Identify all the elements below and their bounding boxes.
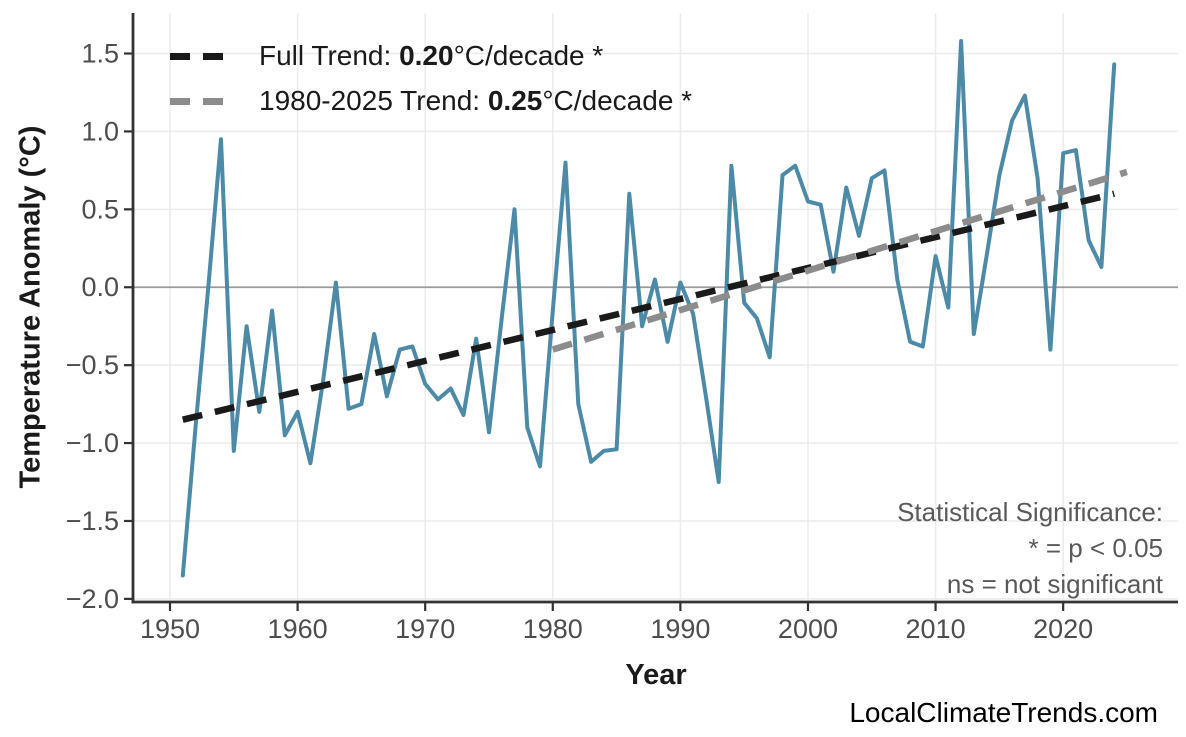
y-tick-label--2: −2.0 <box>66 584 119 614</box>
x-axis-title: Year <box>625 659 687 691</box>
significance-title: Statistical Significance: <box>897 497 1163 527</box>
full-trend-line <box>181 190 1115 423</box>
y-tick-label-0: 0.0 <box>81 272 119 302</box>
x-tick-label-1990: 1990 <box>650 614 710 644</box>
x-tick-label-2010: 2010 <box>906 614 966 644</box>
x-tick-label-1970: 1970 <box>395 614 455 644</box>
trend-value: 0.20 <box>399 40 454 71</box>
significance-line-p: * = p < 0.05 <box>1028 533 1163 563</box>
x-tick-label-1950: 1950 <box>140 614 200 644</box>
significance-note: Statistical Significance: * = p < 0.05 n… <box>897 494 1163 602</box>
y-tick-label--0.5: −0.5 <box>66 350 119 380</box>
legend-text: Full Trend: <box>259 40 400 71</box>
anomaly-line <box>180 39 1117 578</box>
x-tick-label-2020: 2020 <box>1033 614 1093 644</box>
trend-1980-2025-key-line <box>170 97 236 105</box>
full-trend-key-line <box>170 52 236 60</box>
legend-text: °C/decade * <box>453 40 604 71</box>
y-tick-label-1: 1.0 <box>81 116 119 146</box>
legend-text: °C/decade * <box>542 85 693 116</box>
y-tick-label--1.5: −1.5 <box>66 506 119 536</box>
y-axis-title: Temperature Anomaly (°C) <box>14 125 47 489</box>
legend-item-full-trend: Full Trend: 0.20°C/decade * <box>170 40 692 72</box>
x-tick-label-1980: 1980 <box>523 614 583 644</box>
legend-text: 1980-2025 Trend: <box>259 85 488 116</box>
watermark: LocalClimateTrends.com <box>849 697 1158 728</box>
y-tick-label-0.5: 0.5 <box>81 194 119 224</box>
y-tick-label--1: −1.0 <box>66 428 119 458</box>
trend-value: 0.25 <box>487 85 543 116</box>
trend-1980-2025-line <box>551 168 1128 353</box>
legend: Full Trend: 0.20°C/decade * 1980-2025 Tr… <box>170 40 692 117</box>
significance-line-ns: ns = not significant <box>946 569 1163 599</box>
y-tick-label-1.5: 1.5 <box>81 39 119 69</box>
x-tick-label-2000: 2000 <box>778 614 838 644</box>
legend-item-1980-2025-trend: 1980-2025 Trend: 0.25°C/decade * <box>170 85 692 117</box>
legend-label-full-trend: Full Trend: 0.20°C/decade * <box>259 40 603 72</box>
x-tick-label-1960: 1960 <box>268 614 328 644</box>
legend-label-1980-2025-trend: 1980-2025 Trend: 0.25°C/decade * <box>259 85 692 117</box>
